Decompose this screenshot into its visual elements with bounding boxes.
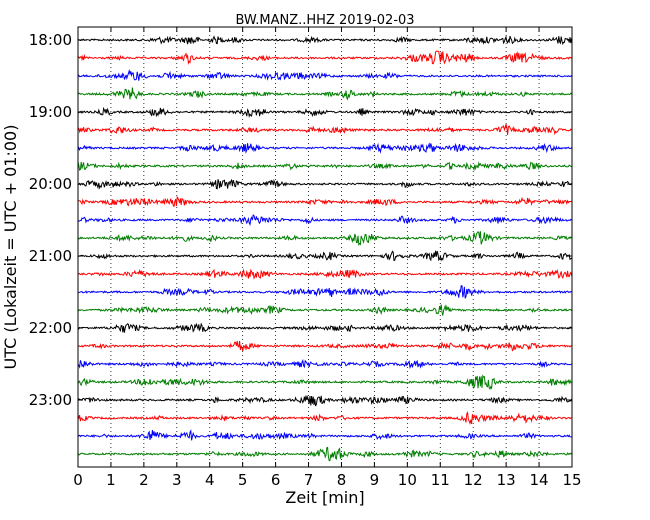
x-tick-label-4: 4	[205, 471, 215, 489]
trace-18	[77, 358, 572, 370]
trace-17	[77, 340, 572, 352]
x-tick-label-8: 8	[337, 471, 347, 489]
x-tick-label-10: 10	[398, 471, 417, 489]
x-tick-label-5: 5	[238, 471, 248, 489]
trace-12	[77, 250, 572, 262]
trace-6	[77, 142, 572, 154]
x-tick-label-0: 0	[73, 471, 83, 489]
y-tick-label-3: 21:00	[29, 247, 72, 265]
x-axis-ticks: 0 1 2 3 4 5 6 7 8 9 10 11 12 13 14 15	[73, 27, 582, 489]
trace-9	[77, 195, 572, 208]
trace-10	[77, 214, 572, 226]
trace-11	[77, 231, 572, 247]
trace-0	[77, 35, 573, 46]
y-tick-label-5: 23:00	[29, 391, 72, 409]
x-tick-label-1: 1	[106, 471, 116, 489]
grid-lines	[110, 27, 540, 467]
trace-22	[77, 429, 572, 441]
x-tick-label-3: 3	[172, 471, 182, 489]
x-tick-label-12: 12	[464, 471, 483, 489]
trace-21	[77, 411, 572, 426]
trace-19	[77, 374, 572, 390]
trace-7	[77, 161, 572, 172]
x-tick-label-14: 14	[530, 471, 549, 489]
y-tick-label-2: 20:00	[29, 175, 72, 193]
y-axis-ticks: 18:00 19:00 20:00 21:00 22:00 23:00	[29, 31, 572, 409]
plot-frame	[77, 26, 573, 468]
y-tick-label-4: 22:00	[29, 319, 72, 337]
trace-16	[77, 322, 573, 333]
trace-2	[77, 68, 572, 81]
y-axis-label: UTC (Lokalzeit = UTC + 01:00)	[1, 125, 20, 370]
trace-1	[77, 50, 572, 66]
x-tick-label-9: 9	[370, 471, 380, 489]
x-tick-label-11: 11	[431, 471, 450, 489]
x-axis-label: Zeit [min]	[285, 488, 364, 507]
trace-group	[77, 35, 573, 462]
y-tick-label-0: 18:00	[29, 31, 72, 49]
trace-8	[77, 178, 573, 190]
y-tick-label-1: 19:00	[29, 103, 72, 121]
x-tick-label-2: 2	[139, 471, 149, 489]
x-tick-label-6: 6	[271, 471, 281, 489]
trace-15	[77, 304, 573, 316]
trace-5	[77, 123, 572, 136]
plot-area	[78, 27, 572, 467]
x-tick-label-15: 15	[562, 471, 581, 489]
trace-13	[77, 268, 573, 280]
trace-20	[77, 395, 573, 407]
x-tick-label-13: 13	[497, 471, 516, 489]
trace-23	[77, 446, 572, 462]
trace-4	[77, 106, 572, 119]
chart-title: BW.MANZ..HHZ 2019-02-03	[235, 13, 414, 28]
x-tick-label-7: 7	[304, 471, 314, 489]
trace-3	[77, 87, 572, 101]
trace-14	[77, 285, 572, 299]
